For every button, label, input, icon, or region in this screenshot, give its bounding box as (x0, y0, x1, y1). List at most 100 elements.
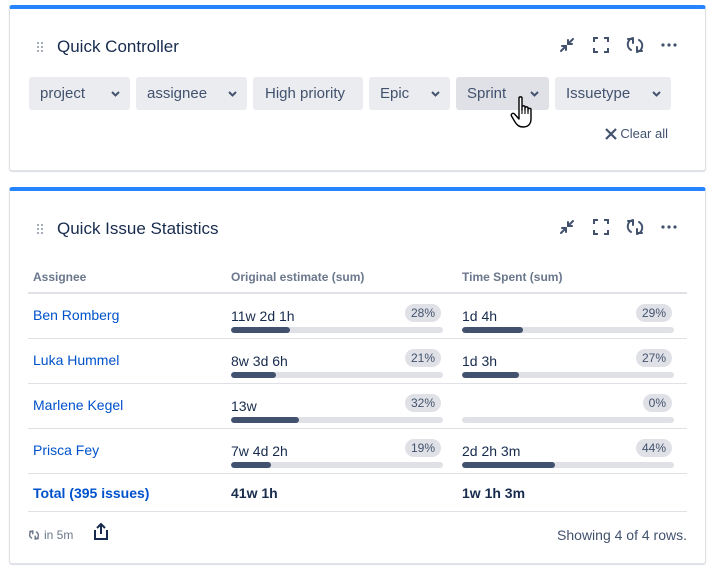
auto-refresh-indicator: in 5m (28, 528, 73, 542)
progress-fill (231, 417, 299, 423)
card-title: Quick Controller (57, 37, 179, 56)
card-header: Quick Controller (10, 9, 705, 79)
refresh-countdown: in 5m (44, 528, 74, 542)
filter-sprint[interactable]: Sprint (456, 77, 549, 110)
close-icon (605, 127, 618, 140)
minimize-icon[interactable] (557, 217, 577, 237)
original-estimate-cell: 8w 3d 6h 21% (231, 345, 443, 381)
percent-badge: 32% (404, 394, 441, 412)
time-spent-cell: 1d 3h 27% (462, 345, 674, 381)
progress-bar (231, 372, 443, 378)
chevron-down-icon (529, 89, 539, 99)
time-spent-value: 1d 3h (462, 353, 498, 369)
filter-label: Issuetype (566, 85, 631, 102)
assignee-link[interactable]: Prisca Fey (33, 442, 100, 458)
time-spent-cell: 2d 2h 3m 44% (462, 435, 674, 471)
filter-assignee[interactable]: assignee (136, 77, 247, 110)
fullscreen-icon[interactable] (591, 35, 611, 55)
percent-badge: 21% (404, 349, 441, 367)
quick-controller-card: Quick Controller project assignee (9, 5, 706, 171)
time-spent-cell: 0% (462, 390, 674, 426)
filter-issuetype[interactable]: Issuetype (555, 77, 671, 110)
statistics-table: Assignee Original estimate (sum) Time Sp… (28, 262, 687, 512)
clear-all-button[interactable]: Clear all (605, 126, 668, 141)
card-header: Quick Issue Statistics (10, 191, 705, 261)
filter-label: Sprint (467, 85, 507, 102)
original-estimate-value: 7w 4d 2h (231, 443, 288, 459)
chevron-down-icon (430, 89, 440, 99)
table-row: Ben Romberg 11w 2d 1h 28% 1d 4h 29% (28, 294, 687, 339)
fullscreen-icon[interactable] (591, 217, 611, 237)
original-estimate-cell: 13w 32% (231, 390, 443, 426)
percent-badge: 0% (642, 394, 672, 412)
more-icon[interactable] (659, 217, 679, 237)
percent-badge: 28% (404, 304, 441, 322)
original-estimate-cell: 11w 2d 1h 28% (231, 300, 443, 336)
progress-bar (231, 462, 443, 468)
original-estimate-value: 8w 3d 6h (231, 353, 288, 369)
filter-project[interactable]: project (29, 77, 130, 110)
filter-high-priority[interactable]: High priority (253, 77, 363, 110)
chevron-down-icon (651, 89, 661, 99)
progress-bar (462, 417, 674, 423)
filter-label: project (40, 85, 86, 102)
percent-badge: 19% (404, 439, 441, 457)
total-link[interactable]: Total (395 issues) (33, 485, 150, 501)
progress-fill (462, 462, 556, 468)
share-icon[interactable] (92, 522, 110, 541)
original-estimate-cell: 7w 4d 2h 19% (231, 435, 443, 471)
progress-bar (462, 372, 674, 378)
progress-fill (231, 327, 291, 333)
progress-bar (231, 327, 443, 333)
chevron-down-icon (227, 89, 237, 99)
drag-handle-icon[interactable] (37, 42, 45, 54)
assignee-link[interactable]: Ben Romberg (33, 307, 120, 323)
row-count-text: Showing 4 of 4 rows. (557, 527, 687, 543)
filter-epic[interactable]: Epic (369, 77, 450, 110)
quick-issue-statistics-card: Quick Issue Statistics Assignee Original… (9, 187, 706, 564)
clear-all-label: Clear all (620, 126, 668, 141)
progress-bar (231, 417, 443, 423)
progress-bar (462, 327, 674, 333)
table-header: Assignee Original estimate (sum) Time Sp… (28, 262, 687, 294)
assignee-link[interactable]: Marlene Kegel (33, 397, 124, 413)
progress-fill (231, 462, 272, 468)
table-row: Prisca Fey 7w 4d 2h 19% 2d 2h 3m 44% (28, 429, 687, 474)
original-estimate-value: 13w (231, 398, 257, 414)
header-actions (557, 35, 679, 55)
table-row: Luka Hummel 8w 3d 6h 21% 1d 3h 27% (28, 339, 687, 384)
column-header-assignee[interactable]: Assignee (33, 270, 87, 284)
drag-handle-icon[interactable] (37, 224, 45, 236)
original-estimate-value: 11w 2d 1h (231, 308, 295, 324)
card-title: Quick Issue Statistics (57, 219, 219, 238)
time-spent-value: 1d 4h (462, 308, 498, 324)
refresh-icon[interactable] (625, 35, 645, 55)
filter-label: Epic (380, 85, 410, 102)
percent-badge: 29% (635, 304, 672, 322)
percent-badge: 27% (635, 349, 672, 367)
chevron-down-icon (110, 89, 120, 99)
percent-badge: 44% (635, 439, 672, 457)
minimize-icon[interactable] (557, 35, 577, 55)
progress-fill (462, 372, 520, 378)
progress-fill (231, 372, 276, 378)
filter-bar: project assignee High priority Epic Spri… (29, 77, 671, 110)
more-icon[interactable] (659, 35, 679, 55)
total-time-spent: 1w 1h 3m (462, 485, 526, 501)
header-actions (557, 217, 679, 237)
filter-label: High priority (265, 85, 346, 102)
progress-bar (462, 462, 674, 468)
progress-fill (462, 327, 524, 333)
filter-label: assignee (147, 85, 208, 102)
table-row: Marlene Kegel 13w 32% 0% (28, 384, 687, 429)
card-footer: in 5m Showing 4 of 4 rows. (28, 518, 687, 548)
column-header-time-spent[interactable]: Time Spent (sum) (462, 270, 563, 284)
refresh-icon[interactable] (625, 217, 645, 237)
time-spent-cell: 1d 4h 29% (462, 300, 674, 336)
total-row: Total (395 issues) 41w 1h 1w 1h 3m (28, 474, 687, 512)
time-spent-value: 2d 2h 3m (462, 443, 521, 459)
column-header-original-estimate[interactable]: Original estimate (sum) (231, 270, 365, 284)
assignee-link[interactable]: Luka Hummel (33, 352, 120, 368)
total-original-estimate: 41w 1h (231, 485, 278, 501)
refresh-icon (28, 530, 40, 540)
